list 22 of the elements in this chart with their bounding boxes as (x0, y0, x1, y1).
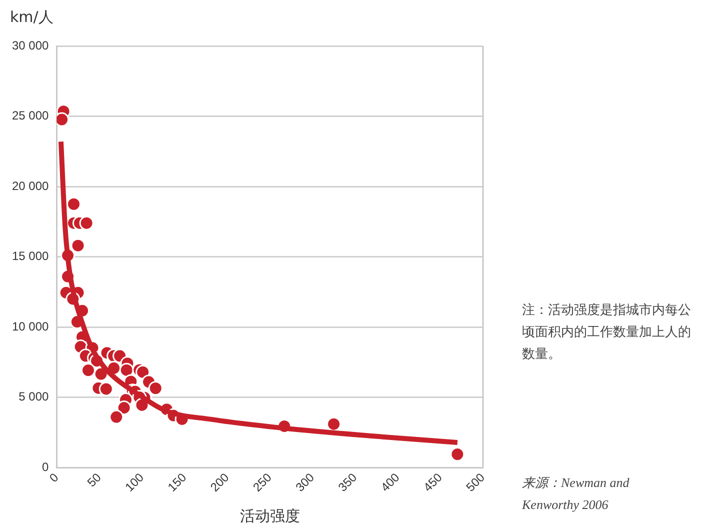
x-tick-label: 100 (122, 470, 147, 494)
x-tick-label: 150 (164, 470, 190, 494)
x-tick-label: 450 (420, 470, 446, 494)
x-tick-label: 0 (46, 470, 62, 485)
x-tick-label: 50 (84, 470, 104, 490)
y-tick-label: 10 000 (12, 319, 50, 334)
x-axis-title: 活动强度 (240, 508, 300, 526)
x-tick-label: 500 (463, 470, 488, 494)
x-tick-label: 400 (378, 470, 402, 494)
x-tick-label: 350 (336, 470, 360, 494)
x-tick-label: 250 (250, 470, 275, 494)
y-tick-label: 5 000 (18, 390, 50, 404)
y-tick-label: 0 (42, 460, 50, 474)
x-tick-label: 200 (208, 470, 232, 494)
text: 注：活动强度是指城市内每公顷面积内的工作数量加上人的数量。 (522, 302, 692, 364)
source-note: 来源：Newman and Kenworthy 2006 (522, 474, 630, 514)
y-tick-label: 25 000 (12, 108, 50, 123)
y-tick-label: 30 000 (12, 38, 50, 52)
y-axis-title: km/人 (10, 8, 54, 27)
x-tick-label: 300 (292, 470, 318, 494)
y-tick-label: 20 000 (12, 178, 50, 193)
y-tick-label: 15 000 (12, 249, 50, 264)
